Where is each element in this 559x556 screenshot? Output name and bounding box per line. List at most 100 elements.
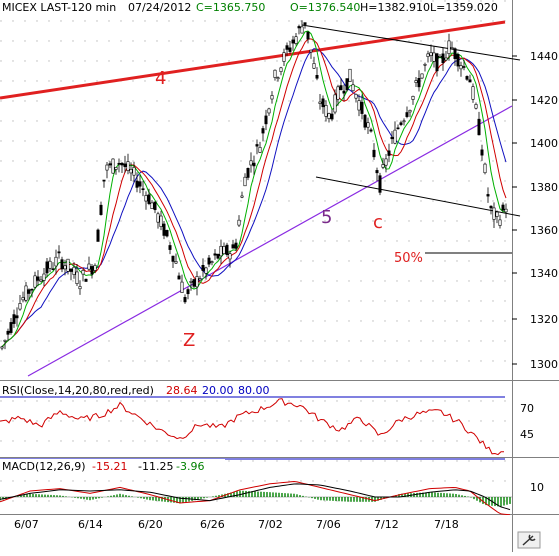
rsi-header: RSI(Close,14,20,80,red,red) 28.64 20.00 … <box>0 383 275 397</box>
candle-body <box>294 36 298 44</box>
candle-body <box>426 53 430 57</box>
candle-body <box>270 95 274 100</box>
candle-body <box>174 261 178 264</box>
candle-body <box>306 31 310 40</box>
candle-body <box>120 162 124 166</box>
candle-body <box>243 176 247 187</box>
candle-body <box>447 40 451 54</box>
upper-channel-line[interactable] <box>301 24 521 61</box>
candle-body <box>135 180 139 188</box>
candle-body <box>159 215 163 227</box>
candle-body <box>108 163 112 166</box>
candle-body <box>261 128 265 134</box>
candle-body <box>150 202 154 209</box>
candle-body <box>387 150 391 156</box>
candle-body <box>111 158 115 174</box>
candle-body <box>465 76 469 80</box>
candle-body <box>366 122 370 128</box>
candle-body <box>450 47 454 49</box>
candle-body <box>240 195 244 198</box>
candle-body <box>69 268 73 272</box>
date-tick-label: 7/18 <box>434 518 459 531</box>
candle-body <box>153 201 157 211</box>
candle-body <box>3 339 7 342</box>
candle-body <box>213 253 217 256</box>
wave-label-5: 5 <box>321 207 332 228</box>
candle-body <box>48 260 52 269</box>
candle-body <box>423 63 427 66</box>
macd-axis-label: 10 <box>530 481 544 494</box>
purple-trendline[interactable] <box>27 105 513 377</box>
candle-body <box>336 86 340 100</box>
candle-body <box>147 194 151 204</box>
candle-body <box>90 266 94 275</box>
candle-body <box>408 110 412 113</box>
candle-body <box>417 78 421 88</box>
candle-body <box>501 204 505 211</box>
candle-body <box>471 86 475 100</box>
candle-body <box>363 114 367 128</box>
candle-body <box>288 47 292 52</box>
candle-body <box>72 266 76 275</box>
candle-body <box>96 229 100 242</box>
rsi-upper-value: 80.00 <box>238 384 270 397</box>
candle-body <box>276 77 280 80</box>
wrench-icon[interactable] <box>517 531 541 549</box>
rsi-path <box>0 398 505 456</box>
candle-body <box>312 63 316 69</box>
candle-body <box>165 230 169 237</box>
candle-body <box>198 278 202 281</box>
candle-body <box>300 26 304 34</box>
candle-body <box>489 205 493 209</box>
candle-body <box>369 129 373 132</box>
candle-body <box>78 286 82 290</box>
lower-channel-line[interactable] <box>315 176 521 217</box>
candle-body <box>291 39 295 44</box>
candle-body <box>297 26 301 29</box>
candle-body <box>462 66 466 68</box>
candle-body <box>54 256 58 267</box>
candle-body <box>66 258 70 272</box>
candle-body <box>75 271 79 284</box>
candle-body <box>60 259 64 270</box>
candle-body <box>138 181 142 187</box>
candle-body <box>84 278 88 282</box>
candle-body <box>162 223 166 236</box>
candle-body <box>327 113 331 119</box>
candle-body <box>309 49 313 53</box>
candle-body <box>195 276 199 288</box>
date-label: 07/24/2012 <box>128 1 191 14</box>
candle-body <box>234 242 238 249</box>
candle-body <box>237 219 241 226</box>
candle-body <box>63 265 67 270</box>
candle-body <box>45 261 49 274</box>
candle-body <box>219 245 223 257</box>
candle-body <box>438 55 442 58</box>
green-ma-path <box>1 30 507 348</box>
candle-body <box>381 164 385 168</box>
candle-body <box>228 253 232 260</box>
candle-body <box>333 94 337 113</box>
price-tick-label: 1380 <box>530 181 558 194</box>
candle-body <box>42 273 46 281</box>
candle-body <box>375 170 379 174</box>
candle-body <box>231 244 235 249</box>
candle-body <box>273 69 277 78</box>
candle-body <box>81 270 85 275</box>
price-tick-label: 1320 <box>530 313 558 326</box>
green-moving-average <box>1 30 507 348</box>
candle-body <box>177 275 181 280</box>
candle-body <box>12 314 16 324</box>
red-trendline[interactable] <box>0 20 506 100</box>
candle-body <box>57 251 61 254</box>
candle-body <box>129 169 133 174</box>
high-value: H=1382.910 <box>360 1 430 14</box>
candle-body <box>18 303 22 310</box>
candle-body <box>345 78 349 91</box>
candle-body <box>102 179 106 182</box>
rsi-value: 28.64 <box>166 384 198 397</box>
candle-body <box>396 127 400 130</box>
candle-body <box>30 288 34 291</box>
